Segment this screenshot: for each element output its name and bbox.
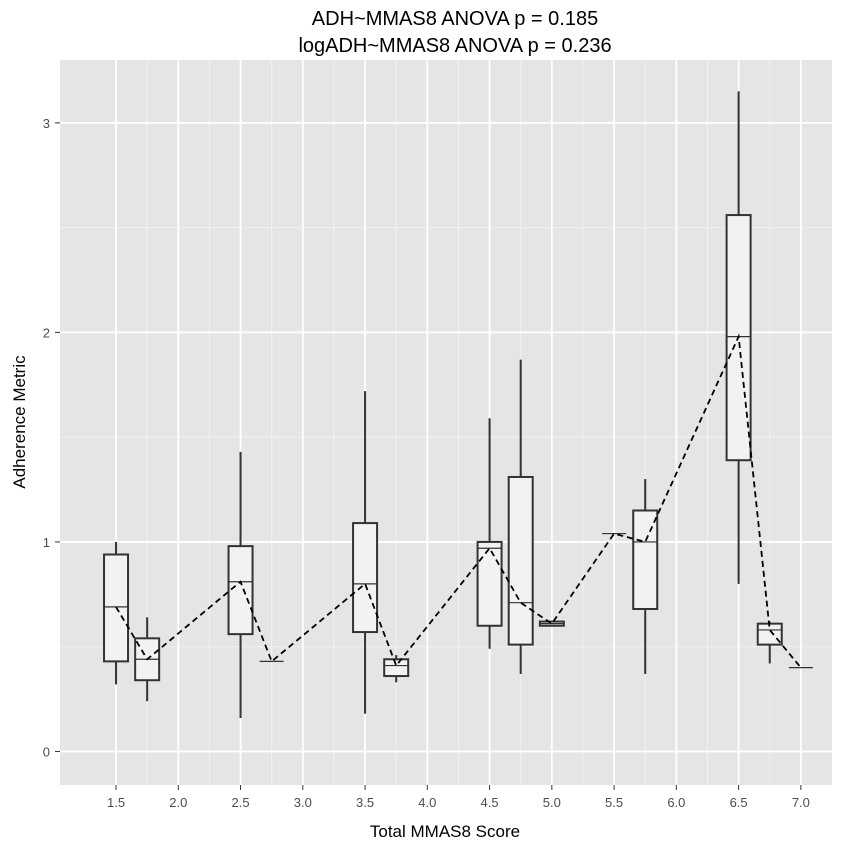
box-12 (756, 621, 783, 664)
box-10 (632, 479, 659, 674)
box-iqr (227, 545, 254, 636)
chart-subtitle: logADH~MMAS8 ANOVA p = 0.236 (298, 35, 611, 57)
x-axis-label: Total MMAS8 Score (370, 822, 520, 841)
x-tick-label: 3.5 (356, 795, 374, 810)
box-6 (476, 418, 503, 649)
box-5 (383, 655, 410, 683)
x-tick-label: 5.0 (543, 795, 561, 810)
box-iqr (476, 540, 503, 627)
box-7 (507, 359, 534, 674)
y-tick-label: 2 (43, 325, 50, 340)
x-axis-ticks: 1.5 2.0 2.5 3.0 3.5 4.0 4.5 5.0 5.5 6.0 6.5 7.0 (107, 785, 810, 810)
box-iqr (352, 522, 379, 634)
box-4 (352, 391, 379, 714)
x-tick-label: 1.5 (107, 795, 125, 810)
plot-panel (60, 60, 832, 785)
box-iqr (383, 658, 410, 678)
x-tick-label: 6.5 (730, 795, 748, 810)
x-tick-label: 4.0 (418, 795, 436, 810)
box-iqr (632, 509, 659, 610)
y-tick-label: 1 (43, 535, 50, 550)
x-tick-label: 4.5 (481, 795, 499, 810)
chart-title: ADH~MMAS8 ANOVA p = 0.185 (312, 8, 598, 30)
box-8 (538, 620, 565, 627)
y-tick-label: 3 (43, 116, 50, 131)
x-tick-label: 3.0 (294, 795, 312, 810)
y-axis-ticks: 0 1 2 3 (43, 116, 60, 759)
y-tick-label: 0 (43, 744, 50, 759)
x-tick-label: 7.0 (792, 795, 810, 810)
x-tick-label: 2.5 (232, 795, 250, 810)
x-tick-label: 2.0 (169, 795, 187, 810)
y-axis-label: Adherence Metric (10, 355, 29, 489)
box-iqr (507, 475, 534, 646)
x-tick-label: 5.5 (605, 795, 623, 810)
x-tick-label: 6.0 (667, 795, 685, 810)
box-2 (227, 451, 254, 718)
